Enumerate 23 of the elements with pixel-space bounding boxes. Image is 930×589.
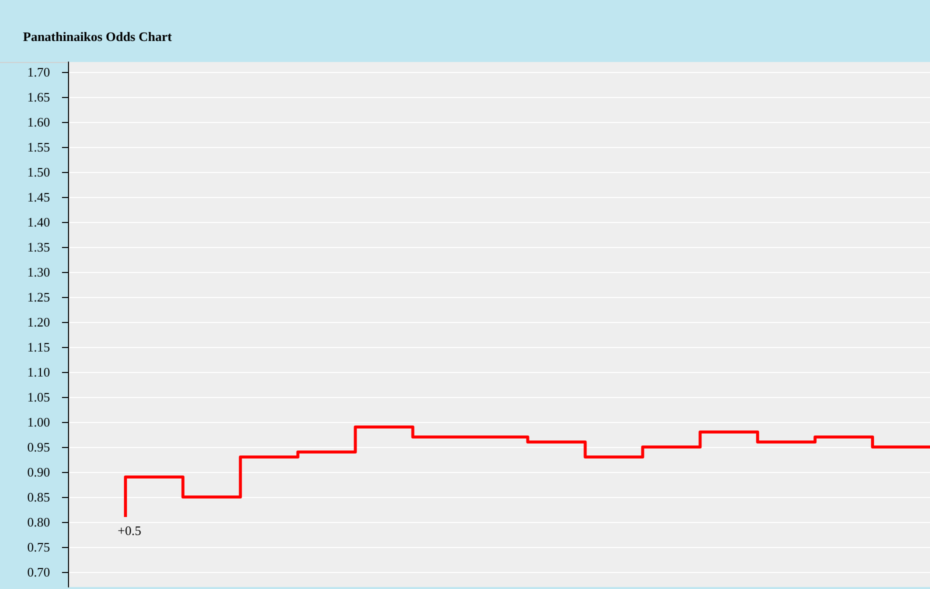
y-tick-label: 1.15: [27, 340, 50, 354]
y-tick-label: 1.65: [27, 90, 50, 104]
y-tick-label: 1.20: [27, 314, 50, 330]
y-tick-label: 1.10: [27, 364, 50, 380]
y-tick-label: 0.80: [27, 514, 50, 530]
y-tick-label: 1.35: [27, 240, 50, 254]
y-tick-label: 1.05: [27, 390, 50, 404]
y-tick-label: 1.25: [27, 290, 50, 304]
y-tick-label: 1.40: [27, 214, 50, 230]
y-tick-label: 0.75: [27, 540, 50, 554]
y-tick-label: 0.70: [27, 564, 50, 580]
y-tick-label: 0.85: [27, 490, 50, 504]
y-tick-label: 1.70: [27, 64, 50, 80]
annotation: +0.5: [118, 523, 142, 538]
y-tick-label: 1.60: [27, 114, 50, 130]
y-tick-label: 1.50: [27, 164, 50, 180]
y-tick-label: 1.55: [27, 140, 50, 154]
y-tick-label: 0.90: [27, 464, 50, 480]
chart-title: Panathinaikos Odds Chart: [23, 29, 172, 44]
y-tick-label: 1.00: [27, 414, 50, 430]
y-tick-label: 1.30: [27, 264, 50, 280]
y-tick-label: 1.45: [27, 190, 50, 204]
y-tick-label: 0.95: [27, 440, 50, 454]
